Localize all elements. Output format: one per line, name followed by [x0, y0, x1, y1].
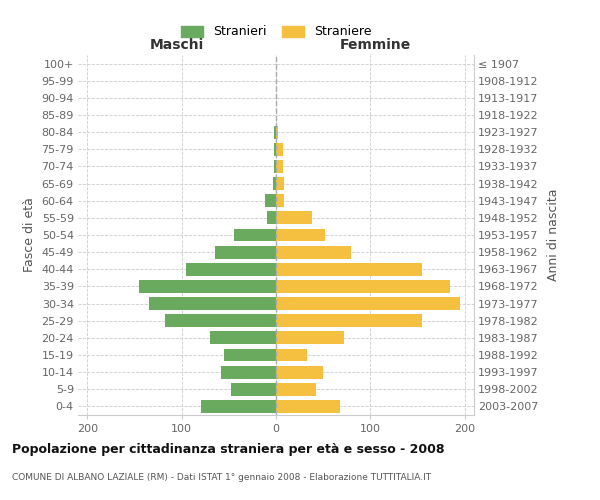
Bar: [276, 366, 323, 378]
Bar: [276, 126, 278, 138]
Bar: [215, 246, 276, 258]
Bar: [276, 246, 352, 258]
Text: Popolazione per cittadinanza straniera per età e sesso - 2008: Popolazione per cittadinanza straniera p…: [12, 442, 445, 456]
Bar: [139, 280, 276, 293]
Bar: [276, 177, 284, 190]
Bar: [221, 366, 276, 378]
Bar: [276, 332, 344, 344]
Bar: [276, 194, 284, 207]
Bar: [224, 348, 276, 362]
Bar: [276, 212, 312, 224]
Bar: [274, 126, 276, 138]
Bar: [233, 228, 276, 241]
Bar: [210, 332, 276, 344]
Text: COMUNE DI ALBANO LAZIALE (RM) - Dati ISTAT 1° gennaio 2008 - Elaborazione TUTTIT: COMUNE DI ALBANO LAZIALE (RM) - Dati IST…: [12, 472, 431, 482]
Y-axis label: Fasce di età: Fasce di età: [23, 198, 36, 272]
Bar: [276, 348, 307, 362]
Bar: [274, 143, 276, 156]
Legend: Stranieri, Straniere: Stranieri, Straniere: [177, 22, 375, 42]
Bar: [265, 194, 276, 207]
Bar: [276, 314, 422, 327]
Bar: [276, 383, 316, 396]
Bar: [276, 280, 451, 293]
Text: Maschi: Maschi: [150, 38, 204, 52]
Bar: [276, 160, 283, 173]
Bar: [276, 228, 325, 241]
Y-axis label: Anni di nascita: Anni di nascita: [547, 188, 560, 281]
Bar: [200, 400, 276, 413]
Text: Femmine: Femmine: [340, 38, 410, 52]
Bar: [274, 160, 276, 173]
Bar: [276, 263, 422, 276]
Bar: [276, 143, 283, 156]
Bar: [149, 297, 276, 310]
Bar: [165, 314, 276, 327]
Bar: [231, 383, 276, 396]
Bar: [276, 400, 340, 413]
Bar: [273, 177, 276, 190]
Bar: [276, 297, 460, 310]
Bar: [187, 263, 276, 276]
Bar: [266, 212, 276, 224]
